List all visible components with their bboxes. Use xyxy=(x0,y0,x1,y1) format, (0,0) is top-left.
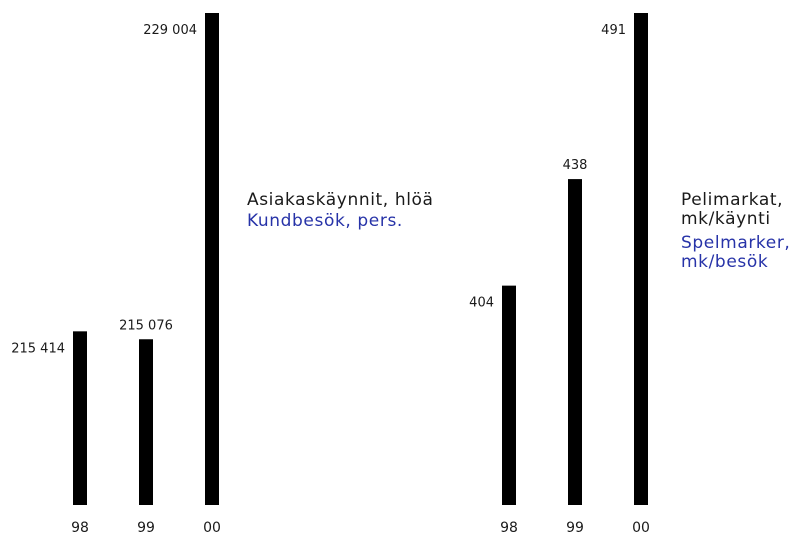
chart1-title-swedish: Kundbesök, pers. xyxy=(247,211,403,231)
chart-customer-visits: 215 414 98 215 076 99 229 004 00 xyxy=(11,13,221,535)
chart2-bar-98 xyxy=(502,285,516,505)
chart2-title-finnish-line1: Pelimarkat, xyxy=(681,190,784,210)
chart1-bar-99 xyxy=(139,339,153,505)
chart2-title-swedish-line2: mk/besök xyxy=(681,252,769,272)
chart2-bar-00 xyxy=(634,13,648,505)
chart2-tick-label-99: 99 xyxy=(566,520,584,535)
chart2-tick-label-00: 00 xyxy=(632,520,650,535)
chart1-value-label-98: 215 414 xyxy=(11,341,65,356)
chart1-tick-label-00: 00 xyxy=(203,520,221,535)
chart1-tick-label-98: 98 xyxy=(71,520,89,535)
chart2-value-label-98: 404 xyxy=(469,296,494,311)
chart2-value-label-99: 438 xyxy=(563,158,588,173)
chart1-bar-98 xyxy=(73,331,87,505)
chart2-title-finnish-line2: mk/käynti xyxy=(681,209,771,229)
chart1-value-label-99: 215 076 xyxy=(119,318,173,333)
chart2-tick-label-98: 98 xyxy=(500,520,518,535)
chart1-bar-00 xyxy=(205,13,219,505)
chart1-tick-label-99: 99 xyxy=(137,520,155,535)
chart1-title-finnish: Asiakaskäynnit, hlöä xyxy=(247,190,434,210)
chart2-bar-99 xyxy=(568,179,582,505)
chart1-value-label-00: 229 004 xyxy=(143,23,197,38)
chart2-title-swedish-line1: Spelmarker, xyxy=(681,233,791,253)
chart-gaming-chips: 404 98 438 99 491 00 xyxy=(469,13,650,535)
chart2-value-label-00: 491 xyxy=(601,23,626,38)
